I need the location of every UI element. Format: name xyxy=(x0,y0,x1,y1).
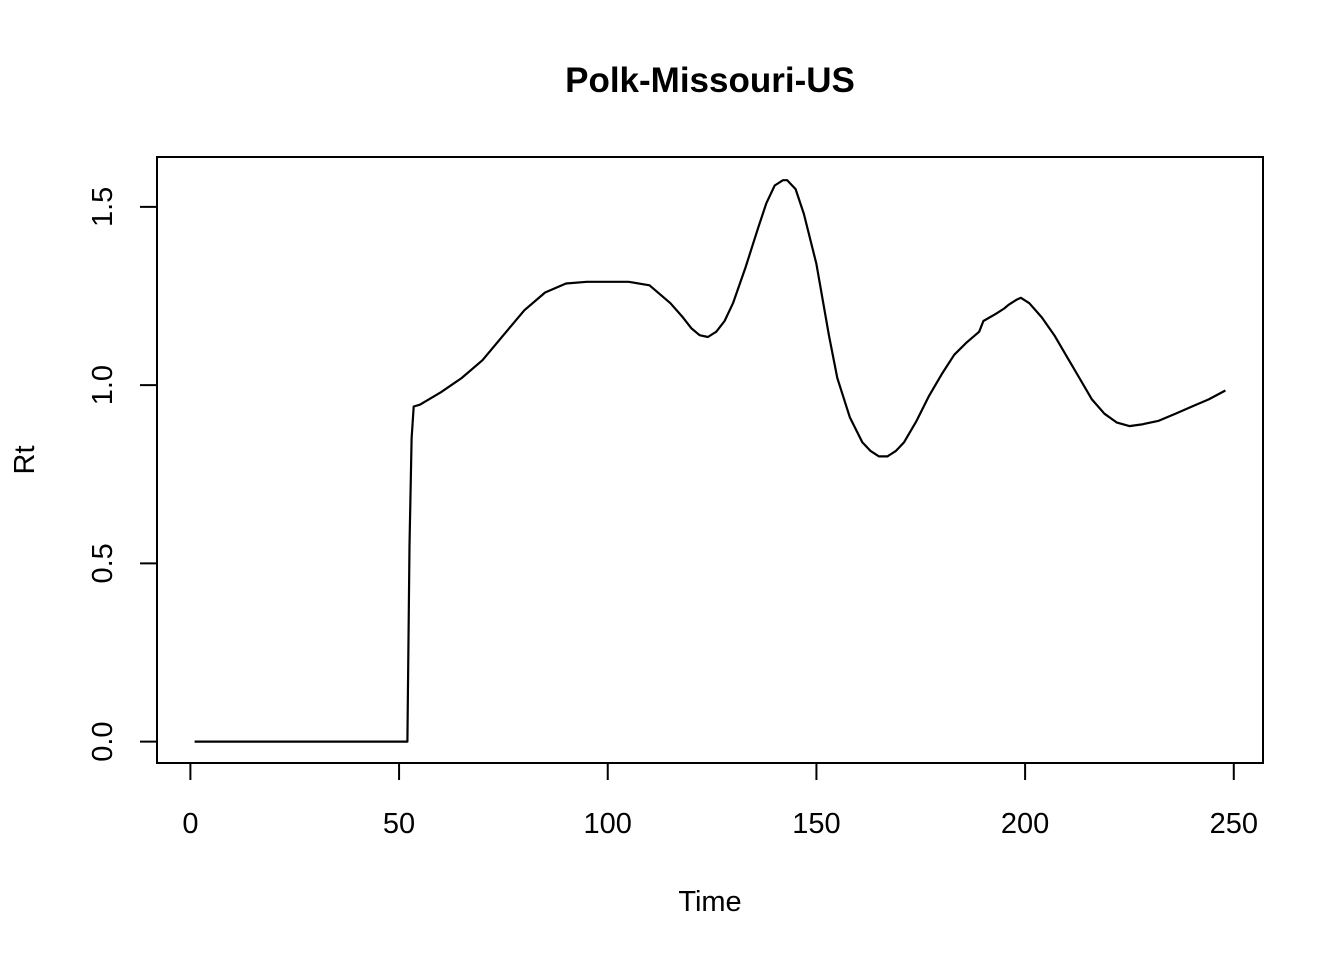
series-line xyxy=(194,179,1226,743)
x-tick-label: 50 xyxy=(383,808,415,840)
y-tick-label: 1.5 xyxy=(87,187,119,227)
x-tick-label: 0 xyxy=(182,808,198,840)
y-axis: 0.0 0.5 1.0 1.5 xyxy=(87,187,158,762)
chart-title: Polk-Missouri-US xyxy=(565,61,855,100)
x-tick-label: 200 xyxy=(1001,808,1049,840)
x-axis: 0 50 100 150 200 250 xyxy=(182,762,1258,840)
y-tick-label: 0.0 xyxy=(87,721,119,761)
y-tick-label: 0.5 xyxy=(87,543,119,583)
series-layer xyxy=(194,179,1226,743)
x-tick-label: 250 xyxy=(1210,808,1258,840)
x-tick-label: 150 xyxy=(792,808,840,840)
x-tick-label: 100 xyxy=(584,808,632,840)
y-axis-label: Rt xyxy=(9,446,41,475)
x-axis-label: Time xyxy=(678,886,741,918)
y-tick-label: 1.0 xyxy=(87,365,119,405)
plot-frame xyxy=(156,156,1264,764)
